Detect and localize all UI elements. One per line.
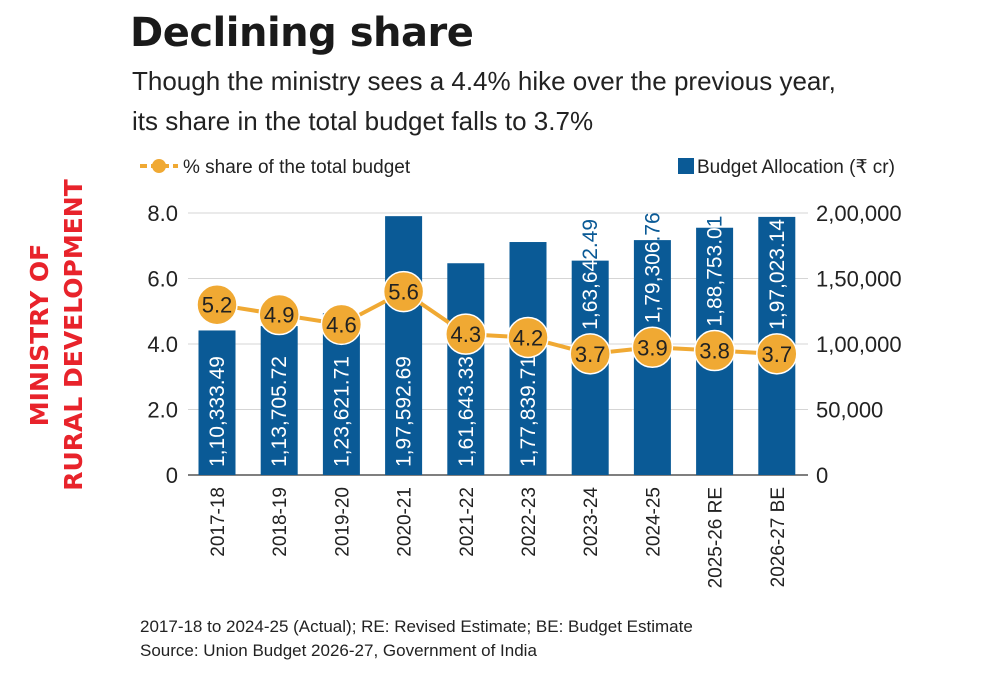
left-tick-label: 4.0: [147, 332, 178, 357]
share-line: [216, 289, 777, 356]
share-point-label: 3.7: [575, 342, 606, 367]
share-point-label: 3.8: [699, 339, 730, 364]
x-tick-label: 2024-25: [643, 487, 664, 557]
share-point-label: 3.9: [637, 335, 668, 360]
x-tick-label: 2019-20: [332, 487, 353, 557]
x-tick-label: 2018-19: [270, 487, 291, 557]
bar: [198, 330, 236, 475]
subtitle-line2: its share in the total budget falls to 3…: [132, 106, 594, 136]
left-tick-label: 0: [166, 463, 178, 488]
share-point-label: 4.3: [451, 322, 482, 347]
share-point: [756, 333, 798, 375]
side-label-line1: MINISTRY OF: [25, 244, 54, 426]
right-tick-label: 50,000: [816, 398, 883, 423]
right-tick-label: 1,50,000: [816, 267, 902, 292]
bar-value-label: 1,97,592.69: [393, 356, 416, 467]
bar: [260, 326, 298, 475]
subtitle-line1: Though the ministry sees a 4.4% hike ove…: [132, 66, 836, 96]
bar-value-label: 1,13,705.72: [268, 356, 291, 467]
share-point-label: 5.6: [388, 280, 419, 305]
side-label-line2: RURAL DEVELOPMENT: [59, 179, 88, 491]
bar-value-label: 1,97,023.14: [766, 219, 789, 330]
right-tick-label: 1,00,000: [816, 332, 902, 357]
x-tick-label: 2023-24: [581, 487, 602, 557]
bar-value-label: 1,63,642.49: [579, 219, 602, 330]
share-point: [569, 333, 611, 375]
x-tick-label: 2026-27 BE: [768, 487, 789, 587]
bar-value-label: 1,88,753.01: [704, 216, 727, 327]
left-tick-label: 2.0: [147, 398, 178, 423]
share-point: [320, 303, 363, 346]
bar: [447, 263, 485, 475]
x-tick-label: 2025-26 RE: [706, 487, 727, 588]
legend-line-label: % share of the total budget: [183, 157, 411, 178]
share-point: [693, 329, 736, 372]
share-point-label: 4.2: [513, 325, 544, 350]
share-point: [196, 283, 238, 326]
legend-bar-marker: [678, 158, 694, 174]
share-point: [258, 293, 300, 336]
bar-value-label: 1,61,643.33: [455, 356, 478, 467]
bar-value-label: 1,77,839.71: [517, 356, 540, 467]
share-point: [445, 313, 487, 355]
left-tick-label: 6.0: [147, 267, 178, 292]
share-point: [382, 270, 425, 313]
legend-dot-marker: [152, 159, 166, 173]
share-point-label: 3.7: [762, 342, 793, 367]
bar-value-label: 1,10,333.49: [206, 356, 229, 467]
x-tick-label: 2022-23: [519, 487, 540, 557]
x-tick-label: 2020-21: [395, 487, 416, 557]
right-tick-label: 2,00,000: [816, 201, 902, 226]
left-tick-label: 8.0: [147, 201, 178, 226]
chart-title: Declining share: [130, 10, 474, 56]
share-point-label: 4.6: [326, 312, 357, 337]
bar: [509, 242, 547, 475]
share-point: [631, 326, 674, 369]
footnote-line1: 2017-18 to 2024-25 (Actual); RE: Revised…: [140, 617, 693, 636]
x-tick-label: 2021-22: [457, 487, 478, 557]
share-point-label: 5.2: [202, 293, 233, 318]
legend: % share of the total budget Budget Alloc…: [140, 157, 895, 178]
x-tick-label: 2017-18: [208, 487, 229, 557]
bar-value-label: 1,79,306.76: [641, 212, 664, 323]
share-point: [507, 316, 549, 359]
footnote-source: Source: Union Budget 2026-27, Government…: [140, 641, 537, 660]
bar: [385, 216, 423, 476]
right-tick-label: 0: [816, 463, 828, 488]
side-label: MINISTRY OF RURAL DEVELOPMENT: [25, 179, 88, 491]
legend-bar-label: Budget Allocation (₹ cr): [697, 157, 895, 178]
share-point-label: 4.9: [264, 303, 295, 328]
bar-value-label: 1,23,621.71: [330, 356, 353, 467]
